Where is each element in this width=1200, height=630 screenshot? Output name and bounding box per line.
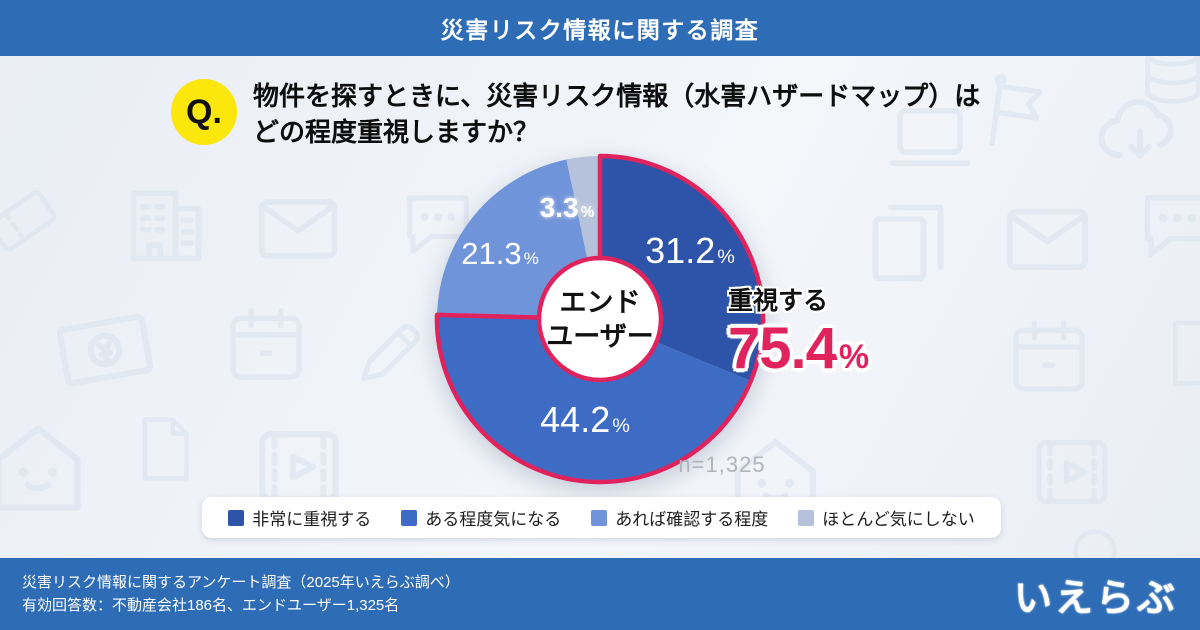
bg-document-right-icon <box>1175 323 1200 383</box>
pie-label-somewhat: 44.2% <box>540 399 630 440</box>
question-line-2: どの程度重視しますか？ <box>253 117 540 148</box>
footer-text: 災害リスク情報に関するアンケート調査（2025年いえらぶ調べ） 有効回答数：不動… <box>22 571 460 618</box>
bg-cloud-download-icon <box>1102 102 1171 156</box>
bg-mascot-icon <box>0 428 78 507</box>
bg-document-icon <box>145 420 187 479</box>
legend-item-very-important: 非常に重視する <box>228 505 371 530</box>
pie-label-dont-care: 3.3% <box>539 192 595 223</box>
bg-banknote-icon <box>59 316 150 384</box>
bg-envelope-right-icon <box>1010 212 1085 267</box>
highlight-callout: 重視する 75.4% <box>728 281 869 381</box>
bg-film-right-icon <box>1039 443 1105 502</box>
bg-film-icon <box>262 434 336 499</box>
bg-flag-icon <box>988 76 1041 149</box>
legend-swatch-icon <box>591 509 608 526</box>
pie-label-very-important: 31.2% <box>645 230 735 271</box>
legend-item-check-only: あれば確認する程度 <box>591 505 768 530</box>
bg-building-icon <box>133 193 198 258</box>
footer-source-line: 災害リスク情報に関するアンケート調査（2025年いえらぶ調べ） <box>22 573 460 591</box>
bg-ticket-icon <box>0 191 56 251</box>
question-badge: Q. <box>171 79 237 145</box>
bg-speech-icon <box>410 198 467 251</box>
pie-label-check-only: 21.3% <box>461 236 539 271</box>
legend-swatch-icon <box>228 509 245 526</box>
legend-item-dont-care: ほとんど気にしない <box>798 505 975 530</box>
legend-swatch-icon <box>401 509 418 526</box>
bg-papers-icon <box>875 208 940 279</box>
footer-bar: 災害リスク情報に関するアンケート調査（2025年いえらぶ調べ） 有効回答数：不動… <box>0 558 1200 630</box>
center-label-line-2: ユーザー <box>546 321 654 351</box>
question-block: Q. 物件を探すときに、災害リスク情報（水害ハザードマップ）は どの程度重視しま… <box>171 76 980 151</box>
sample-size-label: n=1,325 <box>678 452 766 477</box>
highlight-value: 75.4% <box>728 316 869 381</box>
highlight-label: 重視する <box>728 287 829 315</box>
bg-envelope-icon <box>262 202 335 256</box>
page-title: 災害リスク情報に関する調査 <box>440 17 760 43</box>
footer-respondents-line: 有効回答数：不動産会社186名、エンドユーザー1,325名 <box>22 597 400 614</box>
bg-pencil-icon <box>364 327 417 379</box>
pie-center-label: エンド ユーザー <box>546 286 653 354</box>
center-label-line-1: エンド <box>559 287 641 318</box>
bg-calendar-icon <box>233 311 299 377</box>
legend-item-somewhat: ある程度気になる <box>401 505 561 530</box>
ielove-logo: いえらぶ <box>1013 577 1178 620</box>
legend-swatch-icon <box>798 509 815 526</box>
chart-legend: 非常に重視する ある程度気になる あれば確認する程度 ほとんど気にしない <box>202 497 1001 538</box>
question-text: 物件を探すときに、災害リスク情報（水害ハザードマップ）は どの程度重視しますか？ <box>253 76 980 151</box>
bg-speech-right-icon <box>1147 198 1200 255</box>
header-bar: 災害リスク情報に関する調査 <box>0 0 1200 56</box>
question-line-1: 物件を探すときに、災害リスク情報（水害ハザードマップ）は <box>253 81 981 111</box>
bg-calendar-right-icon <box>1016 323 1082 389</box>
